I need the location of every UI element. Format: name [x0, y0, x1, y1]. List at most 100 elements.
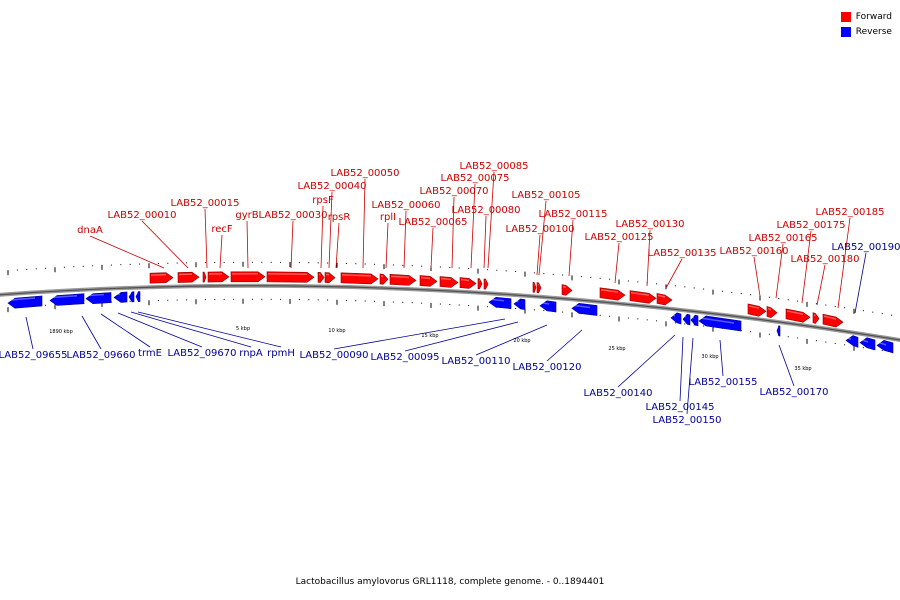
forward-gene [177, 271, 200, 283]
forward-gene-leader [219, 234, 223, 269]
gene-highlight [860, 338, 869, 343]
scale-label: 5 kbp [236, 326, 250, 332]
forward-gene-leader [335, 222, 340, 269]
scale-label: 30 kbp [701, 354, 718, 360]
reverse-gene [682, 313, 691, 326]
forward-gene-label: LAB52_00125 [584, 232, 653, 243]
forward-gene [389, 274, 417, 286]
forward-gene [230, 271, 266, 283]
gene-highlight [341, 274, 372, 277]
forward-gene-leader [385, 222, 389, 269]
gene-highlight [846, 336, 852, 341]
forward-gene [483, 278, 489, 290]
forward-gene [340, 272, 379, 285]
forward-swatch [840, 11, 851, 22]
forward-gene-label: LAB52_00100 [505, 224, 574, 235]
legend-forward-label: Forward [855, 11, 892, 22]
reverse-gene-label: LAB52_00145 [645, 402, 714, 413]
forward-gene-label: LAB52_00030 [258, 210, 327, 221]
forward-gene [536, 282, 542, 294]
gene-highlight [813, 314, 816, 317]
forward-gene-leader [320, 205, 324, 269]
reverse-gene-leader [333, 318, 506, 350]
reverse-gene [539, 300, 557, 313]
reverse-gene-label: LAB52_00190 [831, 242, 900, 253]
forward-gene-leader [614, 242, 620, 284]
forward-gene-label: LAB52_00135 [647, 248, 716, 259]
reverse-gene [488, 296, 512, 310]
reverse-gene [85, 292, 112, 304]
reverse-gene [876, 339, 894, 354]
reverse-gene [698, 315, 742, 332]
gene-highlight [489, 298, 505, 302]
forward-gene-leader [837, 217, 851, 309]
reverse-gene-label: LAB52_00095 [370, 352, 439, 363]
gene-highlight [562, 285, 567, 289]
forward-gene-leader [430, 227, 434, 269]
forward-gene-label: LAB52_00160 [719, 246, 788, 257]
reverse-gene-label: trmE [138, 348, 162, 359]
gene-highlight [630, 291, 650, 297]
forward-gene-leader [646, 229, 651, 287]
forward-gene-leader [483, 215, 487, 269]
forward-gene-label: LAB52_00050 [330, 168, 399, 179]
reverse-gene-leader [719, 339, 724, 377]
forward-gene [149, 272, 174, 284]
reverse-gene-leader [137, 311, 282, 348]
forward-gene-label: LAB52_00175 [776, 220, 845, 231]
forward-gene-label: LAB52_00065 [398, 217, 467, 228]
reverse-gene [513, 298, 526, 311]
reverse-gene-leader [778, 344, 795, 387]
forward-gene-label: rplI [380, 212, 396, 223]
reverse-gene-leader [100, 313, 151, 348]
gene-highlight [671, 314, 676, 317]
forward-gene-leader [328, 191, 333, 269]
forward-gene [459, 277, 477, 289]
forward-gene-leader [141, 220, 189, 269]
gene-highlight [440, 277, 452, 281]
forward-gene-leader [470, 183, 476, 269]
gene-highlight [390, 275, 410, 279]
reverse-gene-label: LAB52_00170 [759, 387, 828, 398]
scale-label: 25 kbp [608, 346, 625, 352]
forward-gene-leader [816, 264, 826, 306]
forward-gene-leader [487, 171, 495, 269]
forward-gene-label: LAB52_00115 [538, 209, 607, 220]
forward-gene [317, 272, 325, 283]
forward-gene-label: LAB52_00075 [440, 173, 509, 184]
reverse-gene-leader [117, 312, 203, 348]
forward-gene [766, 305, 778, 319]
forward-gene-leader [568, 219, 574, 277]
forward-gene [561, 284, 573, 296]
reverse-gene-label: LAB52_00110 [441, 356, 510, 367]
scale-label: 10 kbp [328, 328, 345, 334]
forward-gene-leader [536, 234, 541, 276]
forward-gene [477, 278, 483, 290]
forward-gene-label: LAB52_00105 [511, 190, 580, 201]
forward-gene-leader [362, 178, 366, 269]
reverse-swatch [840, 26, 851, 37]
legend-reverse-label: Reverse [855, 26, 892, 37]
gene-highlight [460, 278, 470, 282]
forward-gene [379, 273, 389, 285]
forward-gene [747, 303, 767, 317]
reverse-gene [113, 291, 128, 303]
forward-gene [439, 276, 459, 288]
gene-highlight [691, 316, 695, 319]
reverse-gene [135, 291, 141, 302]
gene-highlight [540, 302, 550, 305]
forward-gene-label: LAB52_00085 [459, 161, 528, 172]
gene-highlight [150, 273, 167, 276]
forward-gene [822, 313, 844, 328]
legend-reverse: Reverse [840, 24, 892, 39]
forward-gene-leader [204, 208, 208, 269]
reverse-gene-leader [404, 321, 519, 352]
reverse-gene-label: LAB52_09670 [167, 348, 236, 359]
gene-highlight [823, 315, 837, 320]
gene-highlight [767, 307, 772, 311]
forward-gene-label: LAB52_00015 [170, 198, 239, 209]
reverse-gene [690, 314, 699, 327]
gene-highlight [572, 304, 591, 309]
reverse-gene-leader [25, 316, 34, 350]
